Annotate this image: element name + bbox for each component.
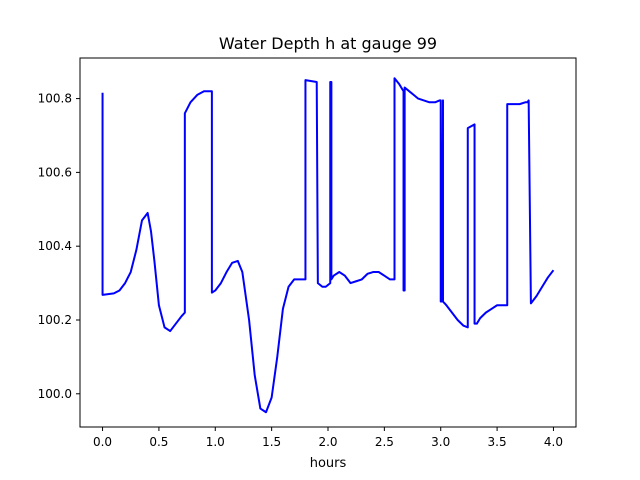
x-tick-label: 2.5: [375, 435, 394, 449]
x-tick-label: 4.0: [544, 435, 563, 449]
x-tick-label: 3.0: [431, 435, 450, 449]
x-tick-label: 2.0: [318, 435, 337, 449]
x-axis: 0.0 0.5 1.0 1.5 2.0 2.5 3.0 3.5 4.0: [93, 427, 563, 449]
x-tick-label: 3.5: [488, 435, 507, 449]
y-tick-label: 100.4: [38, 239, 72, 253]
chart-title: Water Depth h at gauge 99: [219, 34, 437, 53]
x-tick-label: 1.0: [206, 435, 225, 449]
series-line-0: [101, 77, 555, 414]
y-axis: 100.0 100.2 100.4 100.6 100.8: [38, 92, 80, 401]
y-tick-label: 100.6: [38, 165, 72, 179]
y-tick-label: 100.2: [38, 313, 72, 327]
x-tick-label: 0.0: [93, 435, 112, 449]
y-tick-label: 100.0: [38, 387, 72, 401]
x-tick-label: 0.5: [149, 435, 168, 449]
y-tick-label: 100.8: [38, 92, 72, 106]
x-tick-label: 1.5: [262, 435, 281, 449]
x-axis-label: hours: [310, 456, 347, 471]
